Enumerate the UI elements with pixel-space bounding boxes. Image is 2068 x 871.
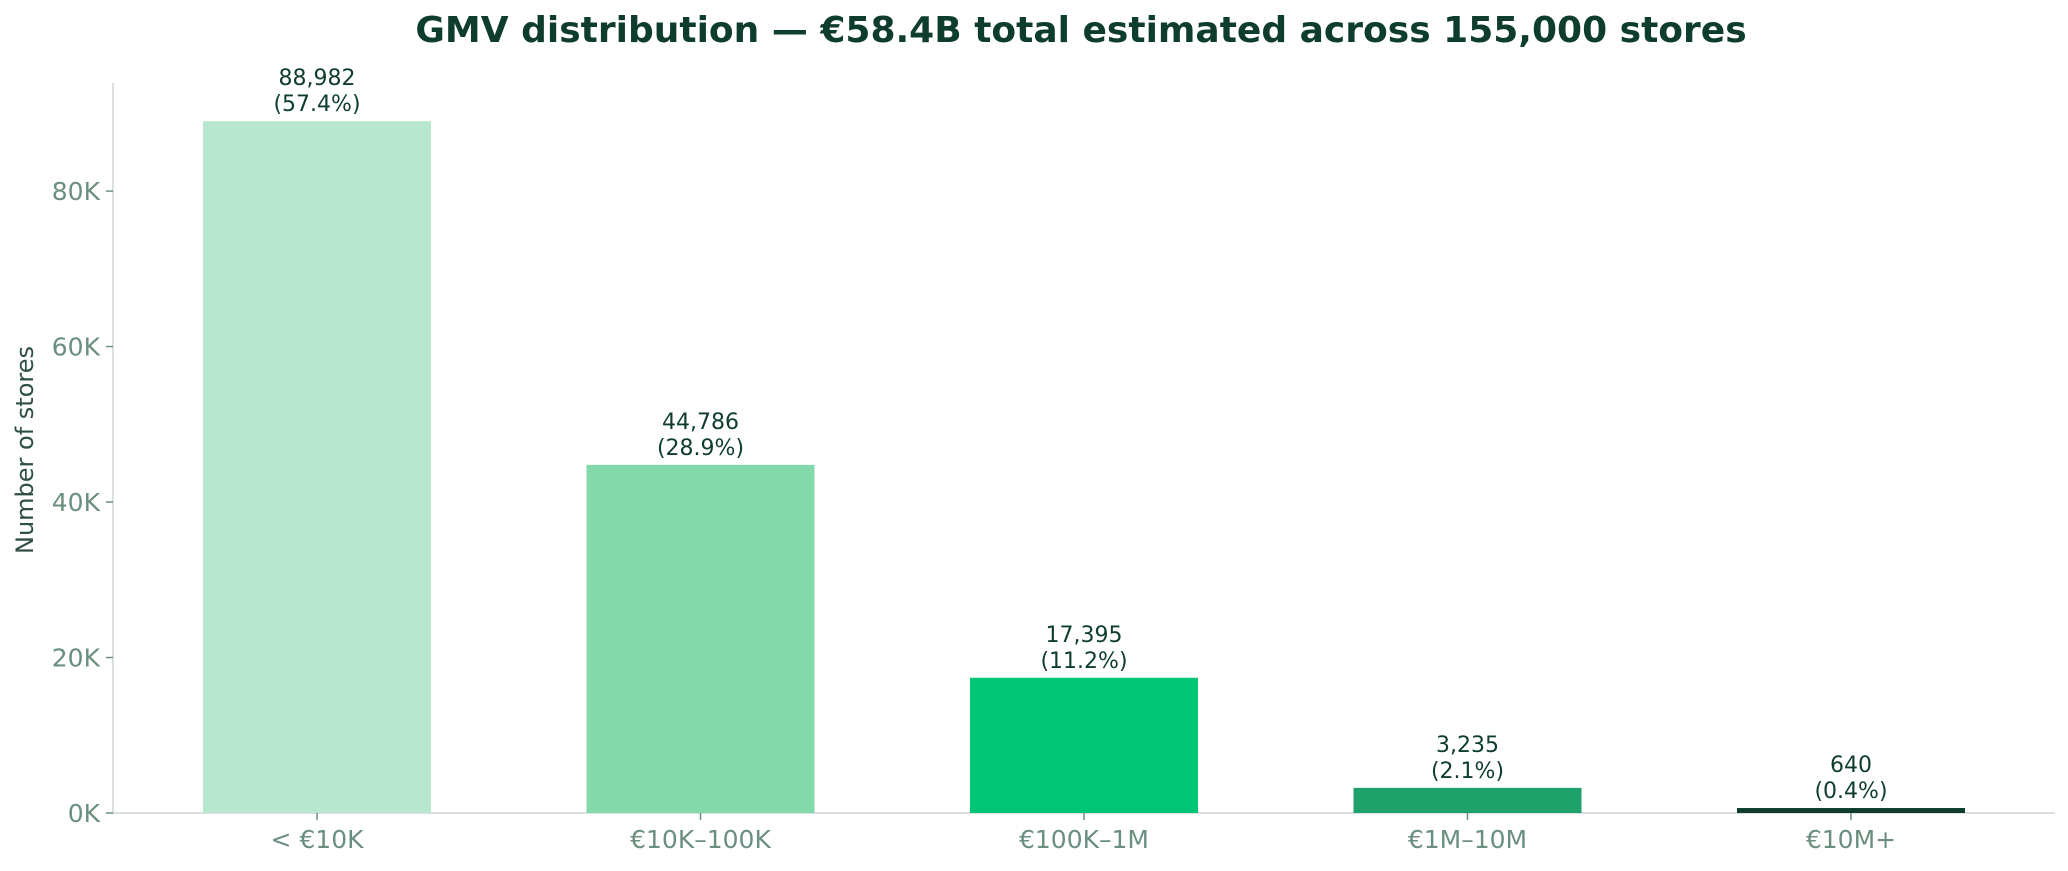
- bar: [970, 677, 1198, 813]
- y-tick-label: 60K: [52, 333, 101, 362]
- data-label-value: 640: [1830, 753, 1872, 778]
- data-label-value: 17,395: [1046, 623, 1123, 648]
- data-label-percent: (28.9%): [657, 436, 744, 461]
- data-label-percent: (0.4%): [1814, 779, 1887, 804]
- data-label-percent: (11.2%): [1040, 649, 1127, 674]
- chart-title: GMV distribution — €58.4B total estimate…: [415, 10, 1746, 51]
- data-label-value: 88,982: [279, 66, 356, 91]
- y-axis-label: Number of stores: [11, 346, 39, 554]
- y-tick-label: 80K: [52, 177, 101, 206]
- data-label-percent: (2.1%): [1431, 759, 1504, 784]
- x-tick-label: €10K–100K: [630, 825, 771, 854]
- plot-area: 0K 20K 40K 60K 80K < €10K 88,982(57.4%) €10K–10…: [52, 66, 2055, 854]
- x-tick-label: €100K–1M: [1019, 825, 1149, 854]
- x-tick-label: < €10K: [270, 825, 364, 854]
- data-label-value: 3,235: [1436, 733, 1499, 758]
- bar: [586, 464, 815, 813]
- bar: [1737, 808, 1965, 813]
- data-label-percent: (57.4%): [273, 92, 360, 117]
- data-label-value: 44,786: [662, 410, 739, 435]
- x-tick-label: €10M+: [1806, 825, 1896, 854]
- bar: [1353, 787, 1582, 813]
- y-tick-label: 40K: [52, 488, 101, 517]
- y-tick-label: 0K: [68, 799, 101, 828]
- x-tick-label: €1M–10M: [1408, 825, 1527, 854]
- bar: [203, 121, 431, 814]
- y-tick-label: 20K: [52, 644, 101, 673]
